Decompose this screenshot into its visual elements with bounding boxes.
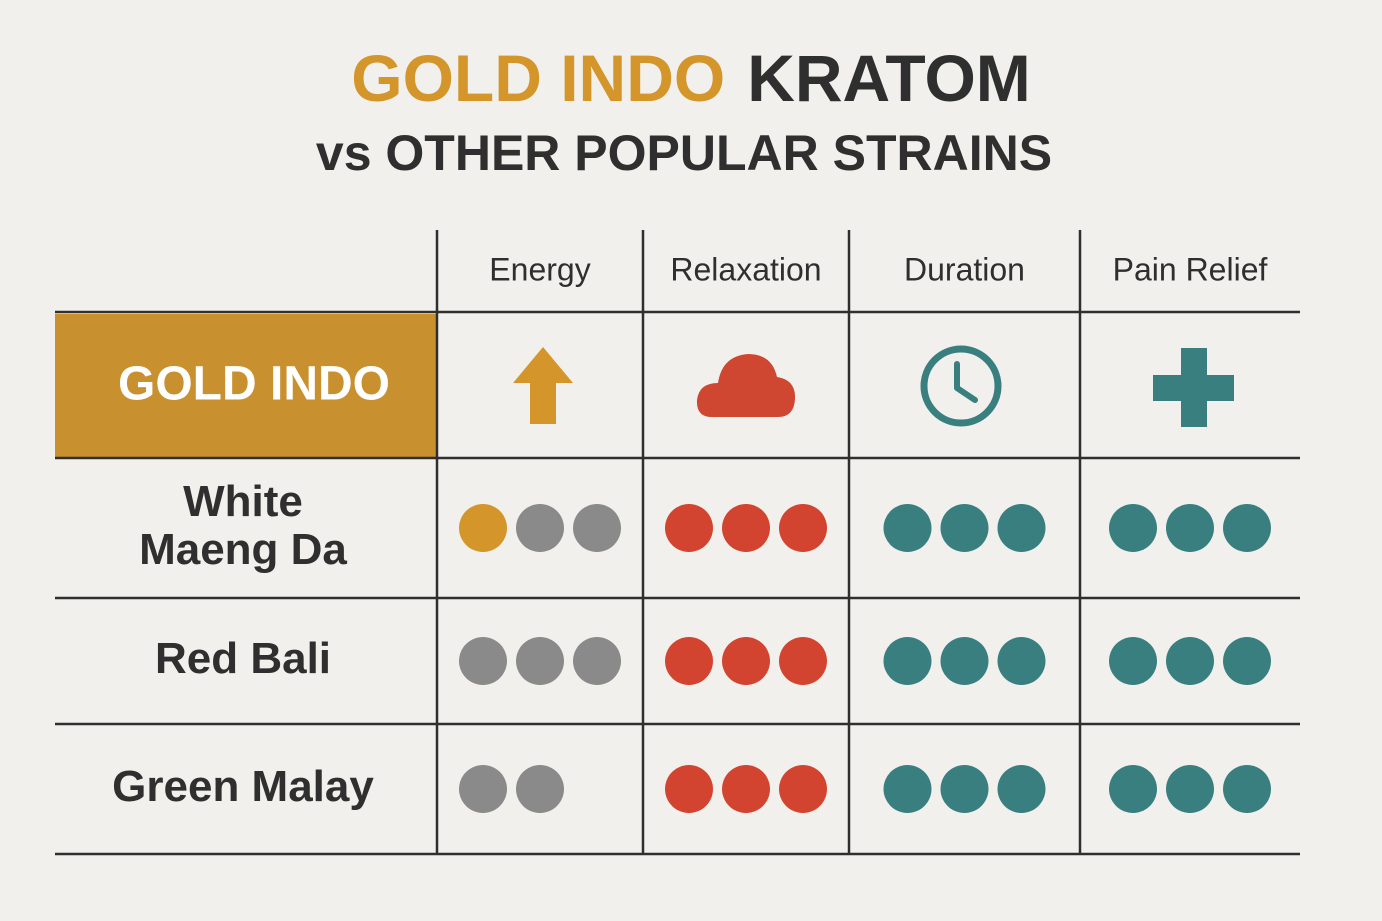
duration-icon [920, 345, 1002, 427]
rating-dot [459, 765, 507, 813]
featured-cell [55, 314, 437, 457]
relaxation-icon [696, 354, 796, 417]
rating-dot [1166, 765, 1214, 813]
rating-dot [1166, 637, 1214, 685]
row-label-line: Red Bali [155, 634, 331, 683]
title: GOLD INDO KRATOM [351, 41, 1031, 115]
rating-dot [573, 637, 621, 685]
rating-dot [883, 504, 932, 552]
rating-dot [516, 504, 564, 552]
rating-dot [459, 504, 507, 552]
rating-dot [1109, 504, 1157, 552]
pain-relief-icon [1153, 348, 1234, 427]
row-label: Red Bali [155, 634, 331, 683]
title-rest: KRATOM [747, 41, 1031, 115]
row-label-line: Maeng Da [139, 525, 347, 574]
column-header: Pain Relief [1113, 251, 1268, 287]
rating-dot [722, 504, 770, 552]
row-label-line: White [183, 477, 303, 526]
rating-dot [722, 637, 770, 685]
rating-dot [1166, 504, 1214, 552]
column-header: Duration [904, 251, 1025, 287]
rating-dot [1109, 765, 1157, 813]
rating-dot [573, 504, 621, 552]
rating-dot [516, 765, 564, 813]
grid [55, 230, 1300, 856]
rating-dot [459, 637, 507, 685]
rating-dot [779, 504, 827, 552]
rating-dot [883, 765, 932, 813]
row-label-line: Green Malay [112, 762, 374, 811]
rating-dot [722, 765, 770, 813]
rating-dot [1223, 504, 1271, 552]
rating-dot [665, 765, 713, 813]
rating-dot [997, 637, 1046, 685]
rating-dot [779, 765, 827, 813]
rating-dot [1223, 637, 1271, 685]
rating-dot [940, 765, 989, 813]
rating-dot [516, 637, 564, 685]
row-label: White Maeng Da [139, 477, 347, 574]
rating-dot [665, 637, 713, 685]
subtitle: vs OTHER POPULAR STRAINS [316, 125, 1052, 181]
rating-dot [940, 637, 989, 685]
rating-dot [1109, 637, 1157, 685]
title-highlight: GOLD INDO [351, 41, 725, 115]
rating-dot [779, 637, 827, 685]
row-label: Green Malay [112, 762, 374, 811]
column-header: Energy [489, 251, 590, 287]
rating-dot [940, 504, 989, 552]
rating-dot [1223, 765, 1271, 813]
rating-dot [997, 504, 1046, 552]
featured-label: GOLD INDO [118, 358, 390, 411]
rating-dot [665, 504, 713, 552]
rating-dot [997, 765, 1046, 813]
rating-dot [883, 637, 932, 685]
energy-icon [513, 347, 573, 424]
column-header: Relaxation [670, 251, 821, 287]
